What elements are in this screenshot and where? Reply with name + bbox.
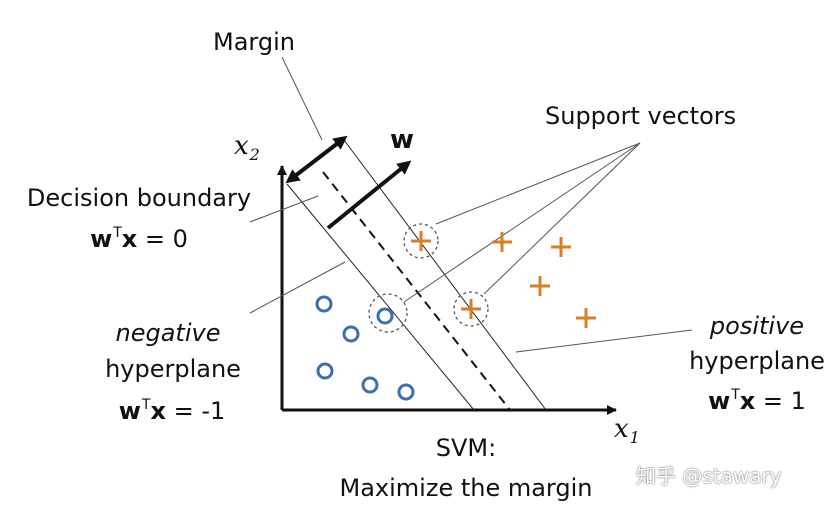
negative-point xyxy=(376,307,394,325)
axis-var: x xyxy=(614,414,629,444)
positive-hyperplane-label: hyperplane xyxy=(689,347,825,375)
negative-point xyxy=(342,325,360,343)
positive-label: positive xyxy=(709,312,805,340)
positive-point xyxy=(492,232,512,252)
leader-lines xyxy=(249,56,693,353)
w-label: w xyxy=(390,125,415,155)
positive-point xyxy=(411,231,431,251)
margin-arrow xyxy=(285,135,348,184)
leader-margin xyxy=(281,56,323,141)
eq-x: x xyxy=(739,387,756,415)
eq-rest: = 0 xyxy=(137,225,188,253)
negative-point xyxy=(315,295,333,313)
support-vector-circle xyxy=(368,293,408,333)
support-vector-circle xyxy=(453,291,489,327)
eq-w: w xyxy=(708,387,731,415)
positive-point xyxy=(530,276,550,296)
positive-point xyxy=(576,308,596,328)
leader-sv-3 xyxy=(483,142,641,295)
eq-rest: = -1 xyxy=(165,397,226,425)
eq-transpose: T xyxy=(113,225,122,241)
leader-sv-1 xyxy=(435,142,641,225)
y-axis-label: x2 xyxy=(234,132,260,169)
negative-hyperplane-equation: wTx = -1 xyxy=(119,391,226,425)
negative-hyperplane-label: hyperplane xyxy=(105,355,241,383)
decision-boundary-label: Decision boundary xyxy=(26,184,252,212)
eq-w: w xyxy=(118,397,141,425)
negative-hyperplane-line xyxy=(286,183,475,411)
w-vector-arrow xyxy=(326,160,412,230)
decision-boundary-line xyxy=(322,171,511,411)
positive-point xyxy=(461,299,481,319)
axis-sub: 2 xyxy=(249,145,260,164)
eq-transpose: T xyxy=(731,387,740,403)
positive-hyperplane-equation: wTx = 1 xyxy=(708,381,806,415)
svm-title: SVM: xyxy=(435,434,497,462)
svm-subtitle: Maximize the margin xyxy=(339,474,593,502)
watermark: 知乎 @stawary xyxy=(636,464,782,488)
positive-hyperplane-line xyxy=(343,139,547,411)
margin-label: Margin xyxy=(213,28,295,56)
decision-boundary-equation: wTx = 0 xyxy=(90,219,188,253)
eq-w: w xyxy=(90,225,113,253)
eq-x: x xyxy=(150,397,166,425)
positive-point xyxy=(551,237,571,257)
negative-label: negative xyxy=(115,319,221,347)
eq-rest: = 1 xyxy=(755,387,806,415)
support-vectors-label: Support vectors xyxy=(545,102,737,130)
leader-sv-2 xyxy=(403,142,641,303)
leader-decision xyxy=(249,195,319,223)
negative-point xyxy=(316,362,334,380)
negative-point xyxy=(361,376,379,394)
leader-positive xyxy=(515,329,693,353)
axis-var: x xyxy=(234,131,249,161)
eq-transpose: T xyxy=(141,397,151,413)
axis-sub: 1 xyxy=(629,428,640,447)
x-axis-label: x1 xyxy=(614,415,640,452)
negative-point xyxy=(397,383,415,401)
eq-x: x xyxy=(121,225,138,253)
leader-negative xyxy=(249,261,346,314)
support-vector-circle xyxy=(403,223,439,259)
